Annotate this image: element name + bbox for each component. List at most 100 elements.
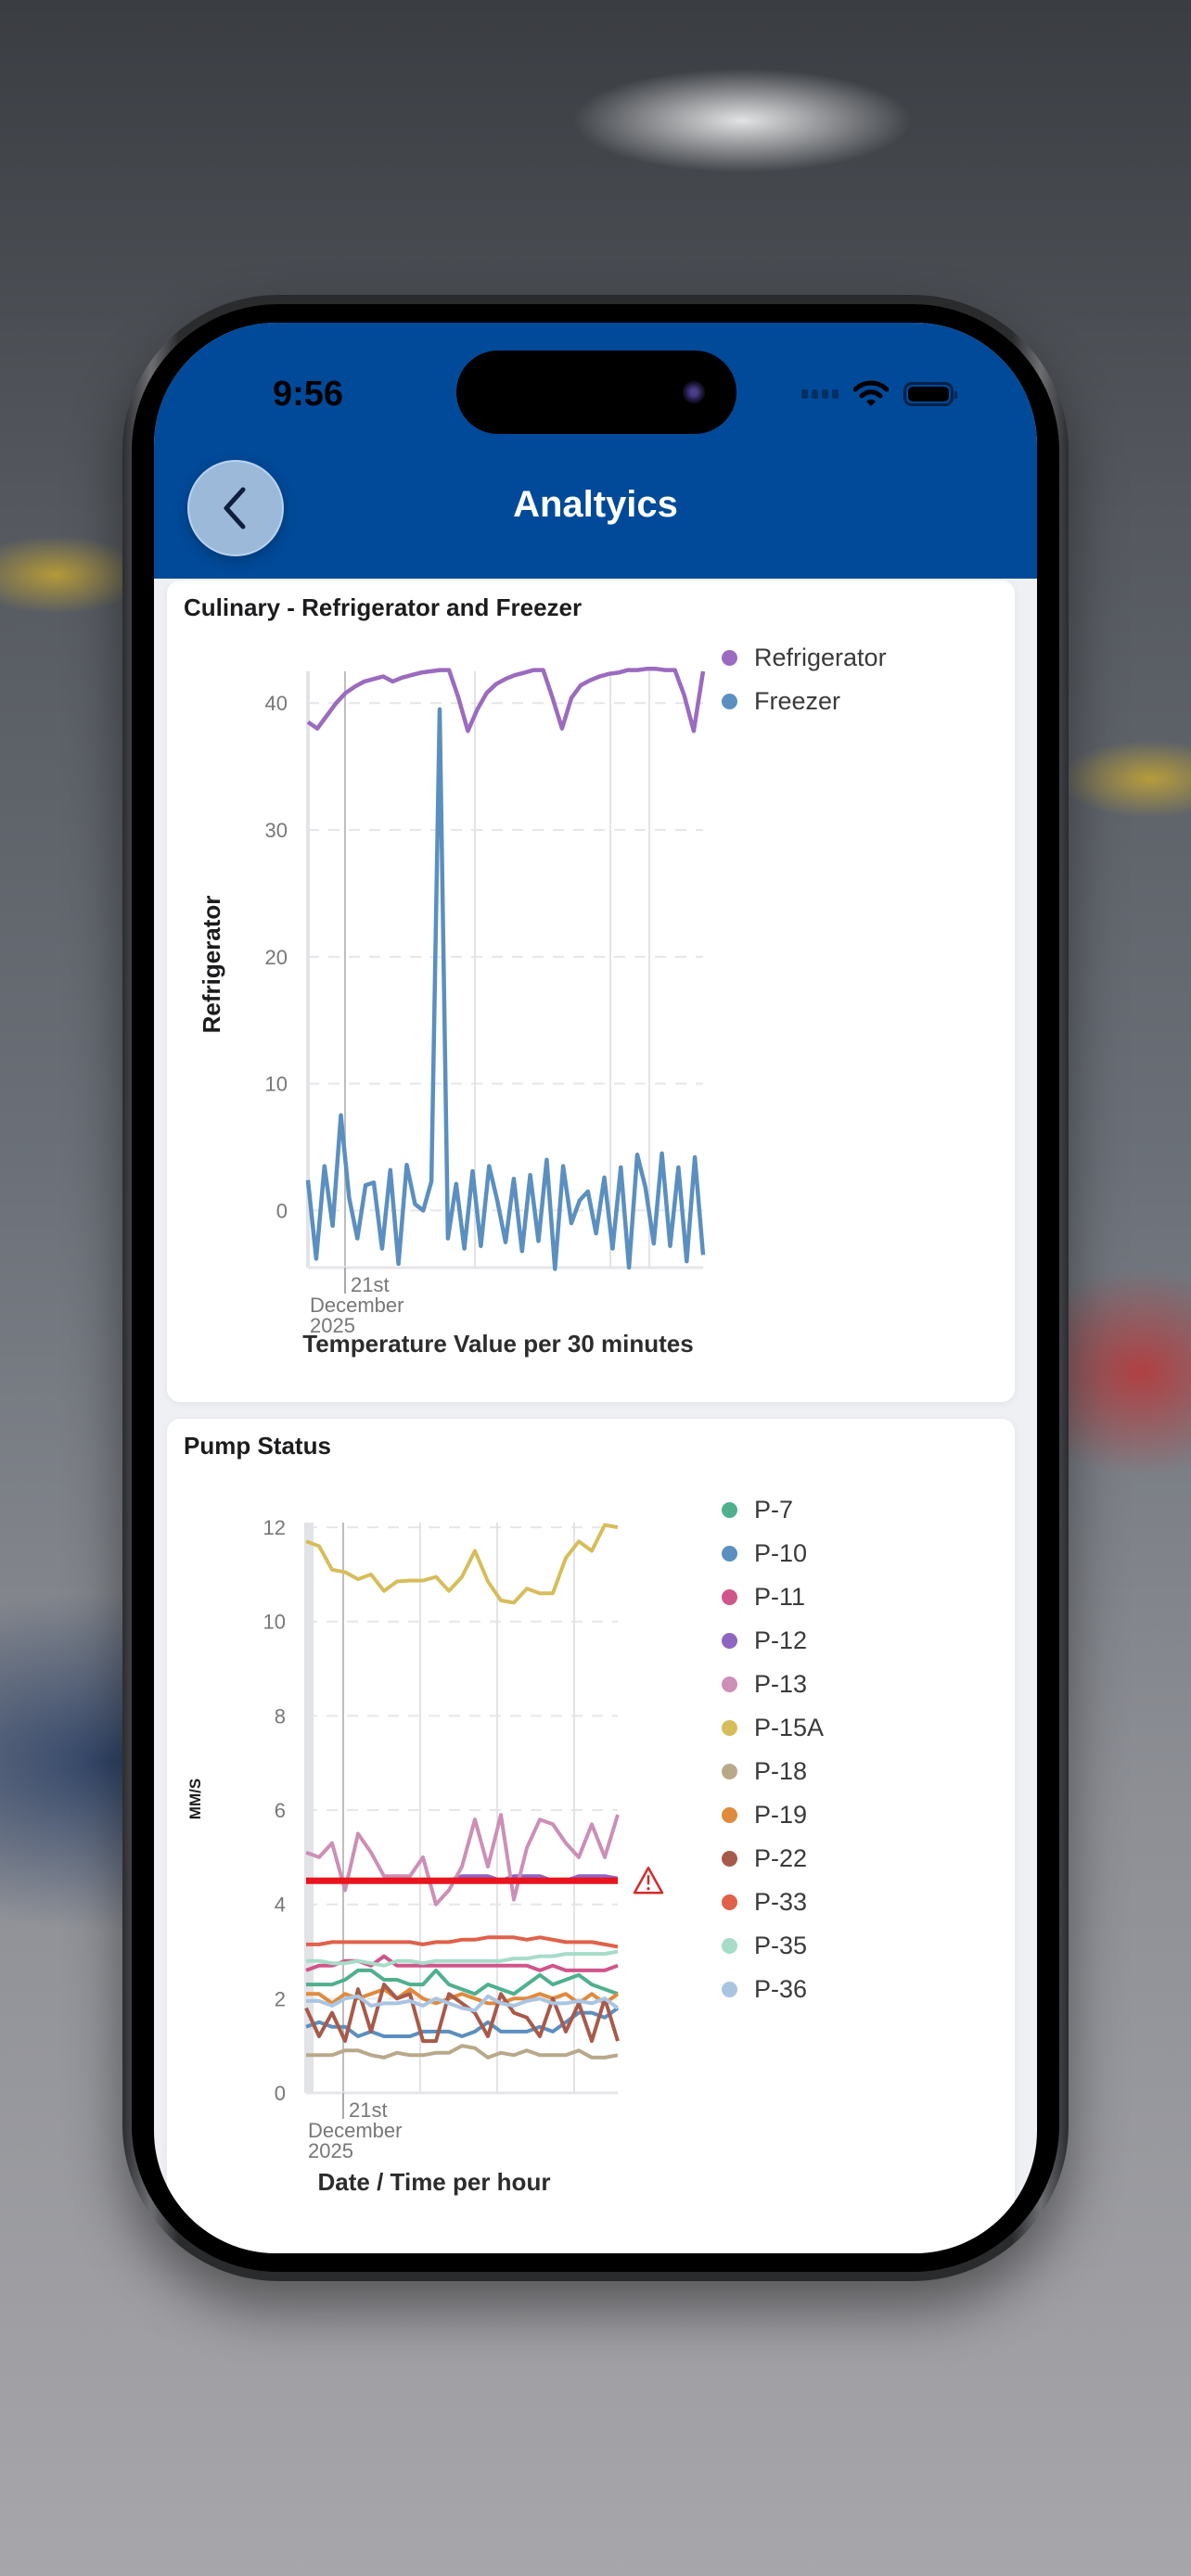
x-axis-title: Temperature Value per 30 minutes: [302, 1330, 693, 1358]
legend-item-freezer[interactable]: Freezer: [722, 680, 887, 723]
y-tick-label: 30: [265, 819, 288, 842]
legend-item-p-22[interactable]: P-22: [722, 1837, 824, 1881]
dynamic-island: [456, 351, 736, 434]
legend-item-p-15a[interactable]: P-15A: [722, 1706, 824, 1750]
legend-dot-icon: [722, 1502, 737, 1518]
series-line-p-22[interactable]: [304, 1983, 620, 2044]
legend-item-p-35[interactable]: P-35: [722, 1924, 824, 1968]
legend-label: P-15A: [754, 1714, 825, 1741]
back-button[interactable]: [187, 460, 284, 556]
x-tick-label: December: [308, 2119, 402, 2142]
legend-label: P-7: [754, 1496, 794, 1524]
legend-dot-icon: [722, 1894, 737, 1910]
legend-label: P-10: [754, 1539, 808, 1567]
legend-label: P-12: [754, 1626, 808, 1654]
legend-label: Refrigerator: [754, 644, 887, 671]
x-tick-label: December: [310, 1294, 403, 1317]
series-line-p-36[interactable]: [306, 1994, 620, 2013]
legend-label: P-36: [754, 1975, 808, 2003]
x-axis-title: Date / Time per hour: [318, 2168, 551, 2196]
page-title: Analtyics: [513, 484, 678, 525]
card-title: Pump Status: [184, 1432, 331, 1460]
series-line-p-19[interactable]: [306, 1987, 620, 2006]
camera-icon: [683, 381, 705, 403]
y-tick-label: 10: [265, 1073, 288, 1096]
x-tick-label: 21st: [349, 2098, 388, 2122]
app-screen: 9:56 Analtyics Culinary - Refrigerator: [154, 323, 1037, 2253]
legend-item-p-19[interactable]: P-19: [722, 1793, 824, 1837]
legend-label: P-35: [754, 1932, 808, 1959]
y-tick-label: 12: [263, 1516, 286, 1539]
y-axis: [304, 1523, 314, 2093]
legend-dot-icon: [722, 1982, 737, 1997]
legend-item-p-7[interactable]: P-7: [722, 1488, 824, 1532]
legend-item-p-33[interactable]: P-33: [722, 1881, 824, 1924]
legend-label: P-19: [754, 1801, 808, 1829]
legend-label: Freezer: [754, 687, 841, 715]
legend-dot-icon: [722, 650, 737, 666]
app-header: 9:56 Analtyics: [154, 323, 1037, 579]
legend-dot-icon: [722, 1851, 737, 1867]
legend-label: P-13: [754, 1670, 808, 1698]
legend-dot-icon: [722, 1764, 737, 1779]
legend-item-p-13[interactable]: P-13: [722, 1663, 824, 1706]
wifi-icon: [853, 380, 889, 406]
y-tick-label: 2: [275, 1987, 286, 2010]
card-title: Culinary - Refrigerator and Freezer: [184, 593, 583, 621]
legend-label: P-18: [754, 1757, 808, 1785]
series-line-refrigerator[interactable]: [306, 667, 706, 733]
legend-item-p-18[interactable]: P-18: [722, 1750, 824, 1793]
legend-label: P-11: [754, 1583, 806, 1611]
y-axis-title: Refrigerator: [198, 896, 225, 1034]
x-tick-label: 2025: [308, 2139, 353, 2162]
legend-dot-icon: [722, 1677, 737, 1692]
status-icons: [801, 380, 957, 408]
legend-dot-icon: [722, 1807, 737, 1823]
series-line-freezer[interactable]: [305, 707, 706, 1271]
series-line-p-15a[interactable]: [305, 1523, 619, 1605]
series-line-p-7[interactable]: [306, 1968, 619, 1996]
warning-triangle-icon: [633, 1867, 664, 1894]
battery-icon: [903, 382, 957, 406]
pump-status-card: Pump Status 0 2 4 6 8 10 12 21st December 2025 Dat…: [167, 1419, 1015, 2253]
x-tick-label: 2025: [310, 1314, 355, 1337]
legend-dot-icon: [722, 694, 737, 709]
cellular-signal-icon: [801, 389, 839, 399]
y-tick-label: 0: [276, 1199, 288, 1222]
legend-item-p-10[interactable]: P-10: [722, 1532, 824, 1575]
legend-dot-icon: [722, 1938, 737, 1954]
y-tick-label: 40: [265, 692, 288, 715]
y-axis: [306, 671, 310, 1268]
y-tick-label: 0: [275, 2082, 286, 2105]
x-tick-label: 21st: [351, 1273, 390, 1296]
status-time: 9:56: [273, 375, 344, 414]
series-line-p-10[interactable]: [305, 2006, 620, 2038]
legend-item-p-12[interactable]: P-12: [722, 1619, 824, 1663]
phone-frame: 9:56 Analtyics Culinary - Refrigerator: [122, 295, 1069, 2281]
series-line-p-33[interactable]: [306, 1935, 619, 1949]
legend-item-refrigerator[interactable]: Refrigerator: [722, 636, 887, 680]
legend-dot-icon: [722, 1633, 737, 1649]
legend-item-p-36[interactable]: P-36: [722, 1968, 824, 2011]
y-tick-label: 10: [263, 1611, 286, 1634]
chevron-left-icon: [224, 487, 246, 529]
series-line-p-18[interactable]: [306, 2044, 619, 2060]
legend-item-p-11[interactable]: P-11: [722, 1575, 824, 1619]
series-line-p-35[interactable]: [306, 1949, 619, 1968]
y-tick-label: 8: [275, 1704, 286, 1728]
y-tick-label: 6: [275, 1799, 286, 1822]
chart-legend: Refrigerator Freezer: [722, 636, 887, 723]
refrigerator-freezer-card: Culinary - Refrigerator and Freezer 0 10 2…: [167, 580, 1015, 1402]
chart-legend: P-7 P-10 P-11 P-12 P-13 P-15A P-18 P-19 P-22 P-33…: [722, 1488, 824, 2011]
legend-dot-icon: [722, 1589, 737, 1605]
y-tick-label: 4: [275, 1894, 286, 1917]
legend-dot-icon: [722, 1720, 737, 1736]
legend-dot-icon: [722, 1546, 737, 1562]
legend-label: P-33: [754, 1888, 808, 1916]
legend-label: P-22: [754, 1844, 808, 1872]
series-line-p-13[interactable]: [305, 1813, 620, 1906]
y-tick-label: 20: [265, 946, 288, 969]
y-axis-title: MM/S: [186, 1779, 204, 1819]
